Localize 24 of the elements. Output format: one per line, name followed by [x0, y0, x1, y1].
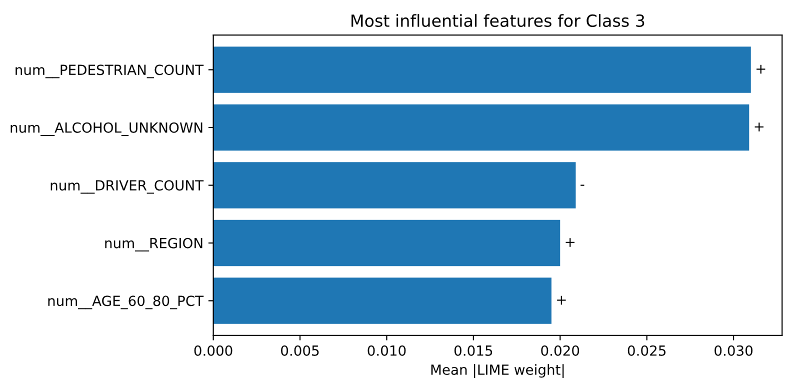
x-tick-label: 0.030 [714, 345, 752, 356]
y-tick-label: num__DRIVER_COUNT [50, 180, 204, 194]
chart-title: Most influential features for Class 3 [352, 14, 644, 28]
y-tick-label: num__ALCOHOL_UNKNOWN [10, 122, 202, 136]
data-label: + [754, 122, 764, 132]
x-axis-title: Mean |LIME weight| [431, 364, 564, 378]
y-tick-label: num__REGION [105, 238, 202, 252]
data-label: + [756, 64, 766, 74]
bar [213, 278, 552, 324]
data-label: + [566, 238, 574, 247]
bar [213, 220, 560, 266]
data-label: + [557, 296, 566, 305]
y-tick-label: num__PEDESTRIAN_COUNT [16, 64, 204, 78]
x-tick-label: 0.005 [281, 345, 319, 356]
x-tick-label: 0.000 [194, 345, 232, 356]
x-tick-label: 0.010 [368, 345, 406, 356]
bar [213, 104, 750, 151]
x-tick-label: 0.015 [454, 345, 492, 356]
x-tick-label: 0.020 [541, 345, 580, 356]
bar [213, 46, 751, 93]
x-tick-label: 0.025 [628, 345, 666, 356]
data-label: - [580, 184, 584, 186]
y-tick-label: num__AGE_60_80_PCT [48, 296, 204, 310]
bar [213, 162, 576, 208]
